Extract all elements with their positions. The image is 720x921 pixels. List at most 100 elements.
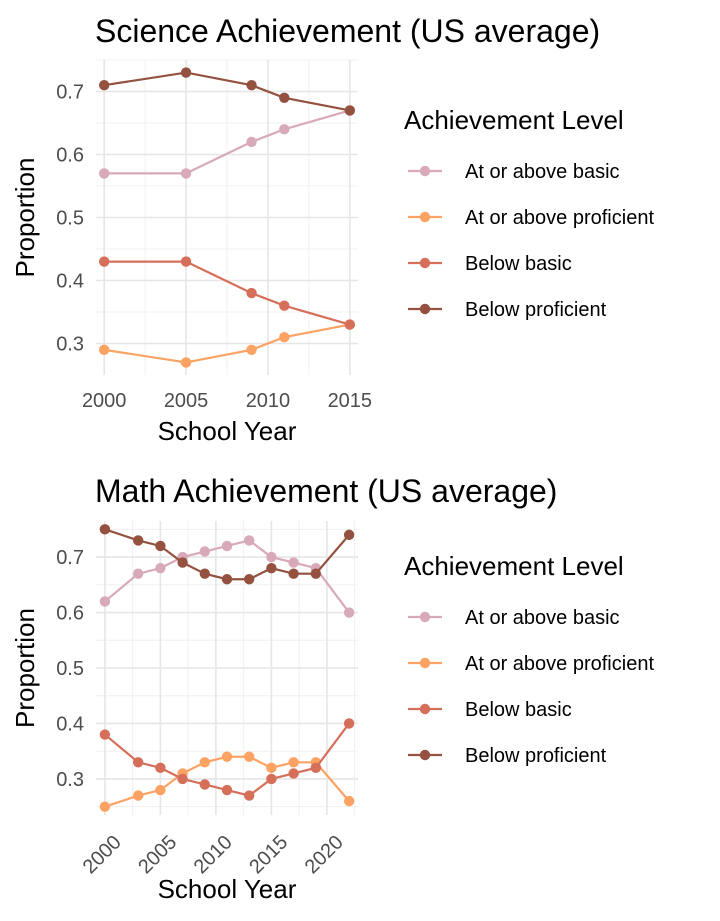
data-point bbox=[246, 344, 257, 355]
data-point bbox=[180, 168, 192, 179]
chart-0: Science Achievement (US average) 0.3 0.4 0.… bbox=[10, 13, 654, 446]
legend-label: At or above basic bbox=[465, 607, 620, 629]
legend-label: At or above basic bbox=[465, 161, 620, 183]
legend-item: At or above proficient bbox=[408, 207, 654, 229]
series-below-basic bbox=[99, 718, 355, 801]
y-tick-label: 0.3 bbox=[56, 334, 84, 356]
data-point bbox=[288, 568, 299, 579]
series-at-or-above-proficient bbox=[99, 751, 355, 812]
data-point bbox=[279, 300, 290, 311]
data-point bbox=[221, 784, 233, 796]
data-point bbox=[246, 287, 257, 299]
chart-1: Math Achievement (US average) 0.3 0.4 0.5 0.… bbox=[10, 473, 654, 904]
y-tick-label: 0.7 bbox=[56, 82, 84, 104]
data-point bbox=[99, 596, 111, 607]
legend-item: Below basic bbox=[408, 253, 572, 275]
legend-label: Below proficient bbox=[465, 745, 607, 767]
legend-item: At or above proficient bbox=[408, 653, 654, 675]
y-tick-label: 0.6 bbox=[56, 145, 84, 167]
data-point bbox=[279, 124, 290, 135]
data-point bbox=[343, 795, 355, 807]
legend-key-point bbox=[419, 703, 431, 715]
data-point bbox=[266, 551, 277, 563]
data-point bbox=[132, 790, 144, 801]
legend-key-point bbox=[419, 211, 431, 223]
data-point bbox=[279, 332, 290, 343]
data-point bbox=[155, 784, 166, 796]
legend-key-point bbox=[419, 165, 431, 177]
x-axis-title: School Year bbox=[158, 874, 297, 904]
y-tick-label: 0.7 bbox=[56, 547, 84, 569]
data-point bbox=[98, 168, 110, 179]
data-point bbox=[246, 136, 257, 148]
data-point bbox=[177, 773, 188, 785]
data-point bbox=[310, 762, 322, 774]
legend-title: Achievement Level bbox=[404, 105, 624, 135]
data-point bbox=[177, 557, 188, 568]
series-below-proficient bbox=[99, 524, 355, 585]
x-tick-label: 2005 bbox=[134, 831, 181, 878]
data-point bbox=[99, 729, 111, 740]
data-point bbox=[132, 757, 144, 768]
data-point bbox=[98, 80, 110, 91]
data-point bbox=[99, 524, 111, 535]
data-point bbox=[98, 256, 110, 267]
data-point bbox=[132, 535, 144, 546]
legend: Achievement Level At or above basic At or … bbox=[404, 105, 654, 321]
data-point bbox=[99, 801, 111, 812]
data-point bbox=[266, 762, 277, 774]
series-below-proficient bbox=[98, 67, 356, 116]
y-tick-label: 0.6 bbox=[56, 603, 84, 625]
y-axis-title: Proportion bbox=[10, 158, 40, 278]
y-tick-label: 0.4 bbox=[56, 713, 84, 735]
legend-label: At or above proficient bbox=[465, 653, 654, 675]
series-below-basic bbox=[98, 256, 356, 330]
data-point bbox=[199, 568, 210, 579]
x-tick-label: 2000 bbox=[82, 390, 127, 412]
data-point bbox=[266, 773, 277, 785]
legend-label: Below proficient bbox=[465, 299, 607, 321]
data-point bbox=[199, 546, 210, 557]
chart-title: Math Achievement (US average) bbox=[95, 473, 557, 509]
data-point bbox=[221, 574, 233, 585]
data-point bbox=[244, 790, 255, 801]
y-axis-title: Proportion bbox=[10, 608, 40, 728]
data-point bbox=[132, 568, 144, 579]
x-tick-label: 2005 bbox=[164, 390, 209, 412]
data-point bbox=[221, 751, 233, 762]
legend-item: At or above basic bbox=[408, 607, 620, 629]
x-tick-label: 2015 bbox=[245, 831, 292, 878]
data-point bbox=[244, 751, 255, 762]
data-point bbox=[310, 568, 322, 579]
legend-label: Below basic bbox=[465, 253, 572, 275]
data-point bbox=[180, 67, 192, 78]
legend: Achievement Level At or above basic At or … bbox=[404, 551, 654, 767]
series-at-or-above-proficient bbox=[98, 319, 356, 368]
legend-item: Below proficient bbox=[408, 299, 607, 321]
legend-key-point bbox=[419, 657, 431, 669]
data-point bbox=[98, 344, 110, 355]
y-tick-label: 0.5 bbox=[56, 208, 84, 230]
legend-key-point bbox=[419, 303, 431, 315]
data-point bbox=[199, 779, 210, 790]
data-point bbox=[344, 105, 356, 116]
y-tick-label: 0.5 bbox=[56, 658, 84, 680]
data-point bbox=[155, 540, 166, 552]
data-point bbox=[199, 757, 210, 768]
legend-item: Below proficient bbox=[408, 745, 607, 767]
x-axis-title: School Year bbox=[158, 416, 297, 446]
data-point bbox=[155, 762, 166, 774]
x-tick-label: 2020 bbox=[301, 831, 348, 878]
data-point bbox=[180, 256, 192, 267]
data-point bbox=[344, 319, 356, 330]
data-point bbox=[221, 540, 233, 552]
x-tick-label: 2015 bbox=[328, 390, 373, 412]
chart-title: Science Achievement (US average) bbox=[95, 13, 600, 49]
legend-key-point bbox=[419, 257, 431, 269]
legend-item: Below basic bbox=[408, 699, 572, 721]
data-point bbox=[180, 357, 192, 368]
y-tick-label: 0.3 bbox=[56, 769, 84, 791]
data-point bbox=[343, 529, 355, 541]
data-point bbox=[279, 92, 290, 104]
